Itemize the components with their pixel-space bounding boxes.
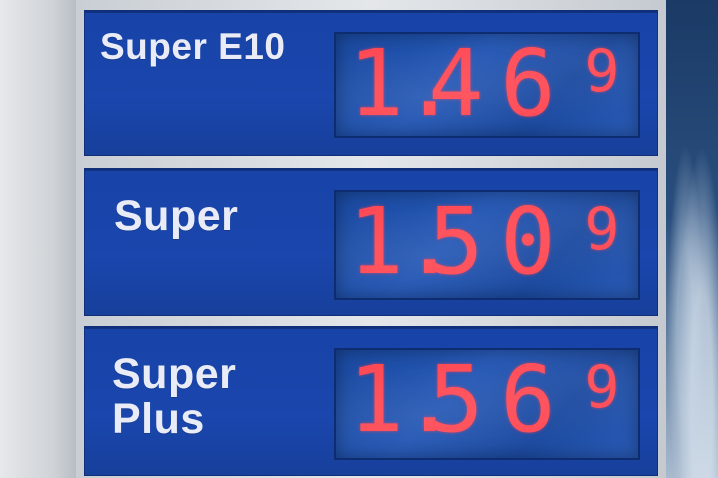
price-decimal-point: .	[402, 190, 458, 295]
fuel-label-line: Super	[112, 350, 237, 398]
price-digit-tenth: 9	[584, 353, 620, 421]
fuel-label: Super E10	[100, 26, 286, 67]
led-price-display: 1 . 5 6 9	[334, 348, 640, 460]
fuel-label-line: Super E10	[100, 26, 286, 67]
led-price-display: 1 . 4 6 9	[334, 32, 640, 138]
price-decimal-point: .	[402, 32, 458, 137]
price-digit-whole: 1	[348, 348, 404, 453]
price-panel-super: Super 1 . 5 0 9	[84, 168, 658, 316]
price-digit-2: 6	[500, 32, 556, 137]
price-digit-2: 0	[500, 190, 556, 295]
price-digit-tenth: 9	[584, 37, 620, 105]
price-digit-2: 6	[500, 348, 556, 453]
background-wall	[0, 0, 76, 478]
price-readout: 1 . 5 6 9	[346, 352, 626, 448]
price-digit-1: 5	[428, 348, 484, 453]
price-digit-1: 5	[428, 190, 484, 295]
fuel-label: Super Plus	[112, 350, 237, 444]
price-digit-whole: 1	[348, 190, 404, 295]
price-decimal-point: .	[402, 348, 458, 453]
price-readout: 1 . 4 6 9	[346, 36, 626, 132]
fuel-label: Super	[114, 192, 239, 240]
price-panel-super-e10: Super E10 1 . 4 6 9	[84, 10, 658, 156]
price-digit-tenth: 9	[584, 195, 620, 263]
price-digit-whole: 1	[348, 32, 404, 137]
led-price-display: 1 . 5 0 9	[334, 190, 640, 300]
price-readout: 1 . 5 0 9	[346, 194, 626, 290]
price-panel-super-plus: Super Plus 1 . 5 6 9	[84, 326, 658, 476]
fuel-label-line: Super	[114, 192, 239, 240]
sky-background	[664, 0, 718, 478]
fuel-label-line: Plus	[112, 395, 205, 444]
price-digit-1: 4	[428, 32, 484, 137]
